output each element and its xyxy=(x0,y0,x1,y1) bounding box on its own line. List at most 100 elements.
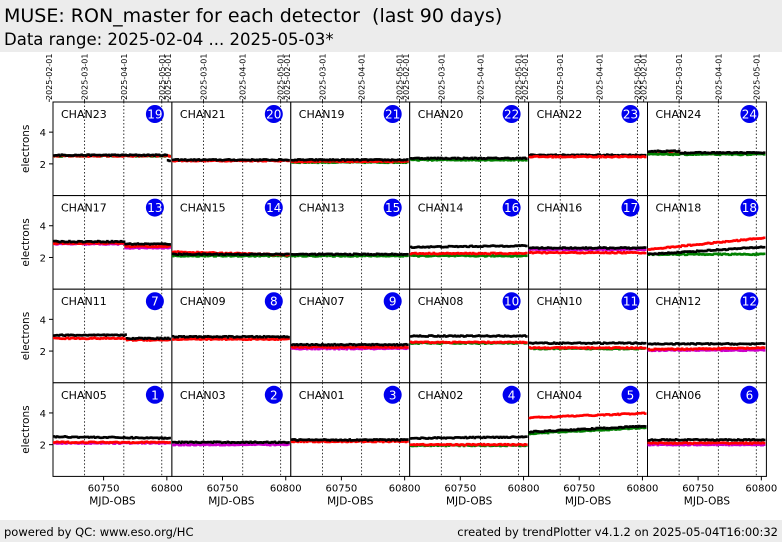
data-point xyxy=(752,346,755,350)
data-point xyxy=(209,251,213,254)
data-point xyxy=(730,252,734,256)
data-point xyxy=(231,254,234,258)
channel-label: CHAN14 xyxy=(418,202,464,215)
data-point xyxy=(548,429,551,432)
data-point xyxy=(558,154,562,158)
data-point xyxy=(247,337,251,341)
data-point xyxy=(256,254,260,257)
data-point xyxy=(662,348,666,351)
data-point xyxy=(554,415,557,419)
data-point xyxy=(378,438,382,441)
data-point xyxy=(449,244,452,248)
data-point xyxy=(691,342,695,345)
data-point xyxy=(118,240,121,244)
data-point xyxy=(737,349,740,352)
data-point xyxy=(436,444,440,448)
data-point xyxy=(397,347,400,350)
data-point xyxy=(104,334,108,337)
data-point xyxy=(93,436,97,439)
data-point xyxy=(356,345,359,349)
data-point xyxy=(141,440,144,444)
data-point xyxy=(122,241,126,245)
data-point xyxy=(128,245,132,249)
data-point xyxy=(708,443,711,447)
data-point xyxy=(148,246,152,250)
data-point xyxy=(321,342,324,346)
data-point xyxy=(401,438,405,442)
data-point xyxy=(479,245,483,248)
data-point xyxy=(371,438,374,442)
data-point xyxy=(217,158,221,162)
data-point xyxy=(549,342,553,345)
data-point xyxy=(628,153,632,157)
data-point xyxy=(180,158,184,161)
data-point xyxy=(238,335,242,339)
data-point xyxy=(627,412,630,415)
data-point xyxy=(221,158,225,162)
data-point xyxy=(69,336,73,340)
data-point xyxy=(116,242,120,245)
data-point xyxy=(101,241,105,245)
data-point xyxy=(555,429,559,432)
data-point xyxy=(139,336,143,340)
data-point xyxy=(677,253,681,257)
data-point xyxy=(505,340,508,344)
data-point xyxy=(339,158,342,162)
data-point xyxy=(84,337,88,341)
data-point xyxy=(401,253,405,256)
data-point xyxy=(343,440,347,443)
data-point xyxy=(328,160,332,164)
data-point xyxy=(564,154,568,157)
data-point xyxy=(726,342,729,345)
data-point xyxy=(447,157,451,161)
data-point xyxy=(756,152,760,156)
data-point xyxy=(430,341,434,344)
data-point xyxy=(75,435,79,439)
data-point xyxy=(318,343,321,347)
data-point xyxy=(747,253,751,256)
data-point xyxy=(743,346,746,350)
data-point xyxy=(285,337,289,341)
data-point xyxy=(166,243,170,246)
data-point xyxy=(386,438,389,442)
data-point xyxy=(537,251,541,254)
data-point xyxy=(179,443,183,447)
data-point xyxy=(563,341,567,345)
data-point xyxy=(443,252,446,255)
data-point xyxy=(750,152,754,156)
data-point xyxy=(628,251,632,254)
detector-badge-number: 1 xyxy=(151,388,159,402)
detector-badge xyxy=(383,105,402,123)
data-point xyxy=(150,337,153,340)
data-point xyxy=(68,441,71,445)
data-point xyxy=(194,337,198,341)
data-point xyxy=(485,254,489,258)
data-point xyxy=(633,347,636,350)
data-point xyxy=(96,333,100,337)
data-point xyxy=(724,152,728,156)
data-point xyxy=(351,160,355,164)
data-point xyxy=(145,245,149,248)
data-point xyxy=(340,254,344,258)
data-point xyxy=(574,246,577,250)
data-point xyxy=(715,252,719,256)
data-point xyxy=(628,247,632,250)
data-point xyxy=(683,348,687,351)
data-point xyxy=(685,347,689,351)
data-point xyxy=(78,154,82,157)
data-point xyxy=(741,253,745,256)
data-point xyxy=(374,343,377,346)
detector-badge-number: 15 xyxy=(385,201,400,215)
data-point xyxy=(554,246,557,250)
data-point xyxy=(352,254,356,258)
data-point xyxy=(508,157,511,160)
channel-label: CHAN01 xyxy=(299,389,345,402)
data-point xyxy=(721,151,725,154)
data-point xyxy=(377,438,380,442)
data-point xyxy=(670,245,673,249)
data-point xyxy=(398,161,402,164)
data-point xyxy=(89,435,92,439)
data-point xyxy=(371,160,374,163)
data-point xyxy=(593,251,597,254)
data-point xyxy=(575,247,579,250)
